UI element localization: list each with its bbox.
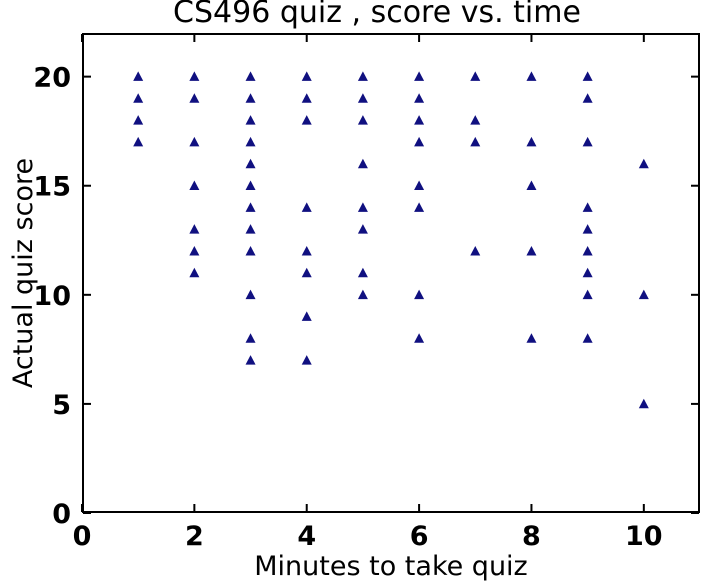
data-point-marker	[470, 71, 481, 81]
data-point-marker	[470, 136, 481, 147]
data-point-marker	[133, 71, 144, 81]
data-point-marker	[414, 71, 425, 81]
data-point-marker	[245, 71, 256, 81]
data-point-marker	[414, 289, 425, 300]
data-point-marker	[301, 202, 312, 212]
data-point-marker	[357, 93, 368, 103]
data-point-marker	[357, 158, 368, 169]
data-point-marker	[245, 289, 256, 300]
data-point-marker	[245, 93, 256, 103]
y-axis-label: Actual quiz score	[8, 157, 39, 389]
data-point-marker	[526, 333, 537, 343]
data-point-marker	[301, 311, 312, 321]
data-point-marker	[245, 136, 256, 147]
data-point-marker	[470, 245, 481, 256]
data-point-marker	[582, 333, 593, 343]
data-point-marker	[133, 115, 144, 125]
data-point-marker	[414, 136, 425, 147]
x-tick-label: 10	[625, 521, 663, 552]
y-tick-label: 10	[33, 281, 71, 312]
data-point-marker	[189, 224, 200, 234]
data-point-marker	[414, 180, 425, 191]
data-point-marker	[414, 333, 425, 343]
y-tick-label: 20	[33, 63, 71, 94]
x-tick-label: 2	[185, 521, 204, 552]
data-point-marker	[301, 93, 312, 103]
data-point-marker	[582, 71, 593, 81]
data-point-marker	[357, 202, 368, 212]
data-point-marker	[526, 136, 537, 147]
data-point-marker	[357, 267, 368, 278]
data-point-marker	[245, 115, 256, 125]
data-point-marker	[526, 71, 537, 81]
y-tick-label: 0	[52, 499, 71, 530]
data-point-marker	[582, 267, 593, 278]
data-point-marker	[189, 180, 200, 191]
data-point-marker	[245, 180, 256, 191]
data-point-marker	[189, 136, 200, 147]
data-point-marker	[245, 355, 256, 365]
data-point-marker	[414, 202, 425, 212]
x-tick-label: 8	[522, 521, 541, 552]
y-tick-label: 15	[33, 172, 71, 203]
x-axis-label: Minutes to take quiz	[254, 551, 528, 582]
data-point-marker	[301, 245, 312, 256]
data-point-marker	[301, 355, 312, 365]
data-point-marker	[582, 245, 593, 256]
data-point-marker	[133, 93, 144, 103]
data-point-marker	[245, 158, 256, 169]
data-point-marker	[526, 180, 537, 191]
data-point-marker	[414, 115, 425, 125]
data-point-marker	[245, 245, 256, 256]
data-point-marker	[470, 115, 481, 125]
data-point-marker	[357, 71, 368, 81]
data-point-marker	[582, 202, 593, 212]
data-point-marker	[301, 267, 312, 278]
data-point-marker	[526, 245, 537, 256]
data-point-marker	[245, 333, 256, 343]
data-point-marker	[582, 93, 593, 103]
data-point-marker	[189, 267, 200, 278]
y-tick-label: 5	[52, 390, 71, 421]
data-point-marker	[582, 224, 593, 234]
data-point-marker	[582, 136, 593, 147]
x-tick-label: 6	[410, 521, 429, 552]
data-point-marker	[638, 398, 649, 409]
data-point-marker	[414, 93, 425, 103]
x-tick-label: 4	[297, 521, 316, 552]
data-point-marker	[133, 136, 144, 147]
data-point-marker	[245, 202, 256, 212]
chart-title: CS496 quiz , score vs. time	[173, 0, 581, 30]
data-point-marker	[638, 158, 649, 169]
data-point-marker	[357, 289, 368, 300]
data-point-marker	[189, 71, 200, 81]
data-point-marker	[582, 289, 593, 300]
data-point-marker	[638, 289, 649, 300]
x-tick-label: 0	[73, 521, 92, 552]
data-point-marker	[357, 224, 368, 234]
data-point-marker	[301, 115, 312, 125]
data-point-marker	[245, 224, 256, 234]
axis-spine	[82, 33, 700, 513]
data-point-marker	[301, 71, 312, 81]
data-point-marker	[189, 93, 200, 103]
data-point-marker	[189, 245, 200, 256]
data-point-marker	[357, 115, 368, 125]
